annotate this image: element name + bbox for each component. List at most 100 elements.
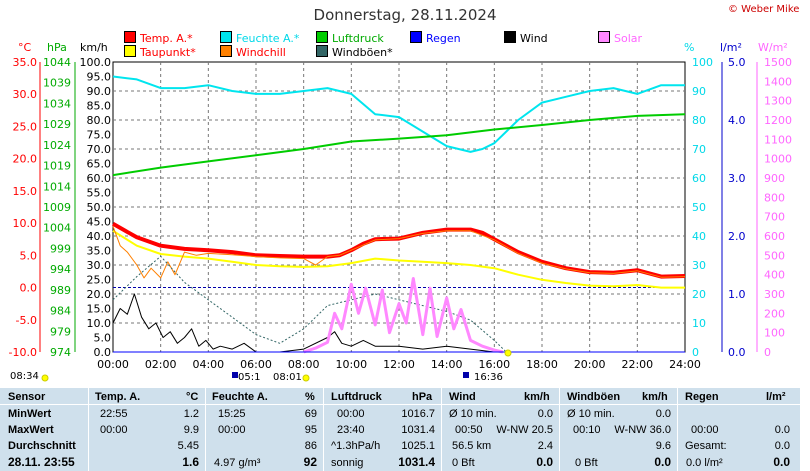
- solar-axis-tick: 500: [764, 249, 785, 262]
- legend-swatch: [220, 45, 232, 57]
- x-tick-label: 00:00: [97, 358, 129, 371]
- solar-axis-tick: 1400: [764, 75, 792, 88]
- legend-label: Luftdruck: [332, 32, 384, 45]
- wind-axis-tick: 35.0: [87, 245, 112, 258]
- header-humidity: Feuchte A.: [212, 391, 268, 403]
- chart-title: Donnerstag, 28.11.2024: [313, 6, 497, 24]
- x-tick-label: 16:00: [478, 358, 510, 371]
- solar-axis-tick: 0: [764, 346, 771, 359]
- temp-axis-tick: -10.0: [9, 346, 37, 359]
- pressure-axis-tick: 974: [50, 346, 71, 359]
- wind-axis-tick: 30.0: [87, 259, 112, 272]
- time-left-label: 08:34: [10, 371, 39, 382]
- sun-dot-icon: [504, 349, 512, 357]
- humidity-axis-tick: 70: [692, 143, 706, 156]
- series-line-feuchte-a: [112, 75, 685, 153]
- solar-axis-tick: 1100: [764, 133, 792, 146]
- legend-label: Regen: [426, 32, 461, 45]
- solar-axis-tick: 1300: [764, 95, 792, 108]
- legend-item: Feuchte A.*: [220, 31, 299, 45]
- header-wind-unit: km/h: [524, 391, 550, 403]
- avg-hum-value: 86: [304, 440, 317, 452]
- sun-dot-icon: [41, 374, 49, 382]
- legend-label: Taupunkt*: [140, 46, 196, 59]
- x-tick-label: 06:00: [240, 358, 272, 371]
- wind-axis-tick: 55.0: [87, 187, 112, 200]
- legend-swatch: [124, 31, 136, 43]
- series-line-taupunkt: [112, 229, 685, 289]
- pressure-axis-tick: 989: [50, 284, 71, 297]
- wind-axis-tick: 95.0: [87, 71, 112, 84]
- weather-chart: 00:00 02:00 04:00 06:00 08:00 10:00 12:00 14:00…: [8, 41, 792, 382]
- max-wind-desc: W-NW 20.5: [496, 424, 553, 436]
- solar-axis-tick: 1200: [764, 114, 792, 127]
- humidity-axis-tick: 20: [692, 288, 706, 301]
- wind-axis-tick: 85.0: [87, 100, 112, 113]
- legend-swatch: [504, 31, 516, 43]
- temp-axis-tick: 25.0: [13, 120, 38, 133]
- pressure-axis-tick: 1034: [43, 97, 71, 110]
- wind-axis-tick: 75.0: [87, 129, 112, 142]
- min-gust-desc: Ø 10 min.: [567, 408, 615, 420]
- avg-wind-distance: 56.5 km: [452, 440, 492, 452]
- humidity-axis-tick: 0: [692, 346, 699, 359]
- legend-item: Wind: [504, 31, 548, 45]
- x-tick-label: 10:00: [335, 358, 367, 371]
- header-sensor: Sensor: [8, 391, 46, 403]
- max-temp-value: 9.9: [183, 424, 199, 436]
- header-rain-unit: l/m²: [766, 391, 786, 403]
- wind-axis-tick: 50.0: [87, 201, 112, 214]
- max-rain-value: 0.0: [774, 424, 790, 436]
- temp-axis-tick: 30.0: [13, 88, 38, 101]
- pressure-axis-tick: 1024: [43, 139, 71, 152]
- pressure-axis-tick: 1014: [43, 180, 71, 193]
- header-temp-unit: °C: [186, 391, 199, 403]
- temp-axis-tick: 5.0: [20, 249, 38, 262]
- pressure-axis-tick: 979: [50, 325, 71, 338]
- pressure-unit-label: hPa: [47, 41, 67, 54]
- avg-gust-value: 9.6: [655, 440, 671, 452]
- current-press-value: 1031.4: [398, 455, 435, 469]
- solar-axis-tick: 600: [764, 230, 785, 243]
- max-rain-time: 00:00: [691, 424, 719, 436]
- max-hum-value: 95: [304, 424, 317, 436]
- temp-axis-tick: -5.0: [16, 314, 37, 327]
- wind-axis-tick: 5.0: [94, 332, 112, 345]
- max-gust-desc: W-NW 36.0: [614, 424, 671, 436]
- max-gust-time: 00:10: [573, 424, 601, 436]
- sunrise2-label: 08:01: [273, 372, 302, 383]
- solar-unit-label: W/m²: [758, 41, 788, 54]
- humidity-axis-tick: 100: [692, 56, 713, 69]
- x-tick-label: 24:00: [669, 358, 701, 371]
- x-tick-label: 02:00: [145, 358, 177, 371]
- sun-dot-icon: [302, 374, 310, 382]
- avg-rain-desc: Gesamt:: [685, 440, 727, 452]
- humidity-axis-tick: 40: [692, 230, 706, 243]
- humidity-axis-tick: 60: [692, 172, 706, 185]
- pressure-axis-tick: 1039: [43, 77, 71, 90]
- solar-axis-tick: 1500: [764, 56, 792, 69]
- min-wind-value: 0.0: [537, 408, 553, 420]
- series-line-solar: [303, 277, 504, 354]
- solar-axis-tick: 100: [764, 327, 785, 340]
- wind-axis-tick: 60.0: [87, 172, 112, 185]
- x-tick-label: 04:00: [192, 358, 224, 371]
- min-gust-value: 0.0: [655, 408, 671, 420]
- max-hum-time: 00:00: [218, 424, 246, 436]
- row-avg-label: Durchschnitt: [8, 440, 76, 452]
- min-hum-time: 15:25: [218, 408, 246, 420]
- legend-swatch: [124, 45, 136, 57]
- current-temp-value: 1.6: [182, 455, 199, 469]
- x-tick-label: 12:00: [383, 358, 415, 371]
- humidity-axis-tick: 80: [692, 114, 706, 127]
- legend-label: Feuchte A.*: [236, 32, 300, 45]
- max-temp-time: 00:00: [100, 424, 128, 436]
- pressure-axis-tick: 999: [50, 242, 71, 255]
- avg-rain-value: 0.0: [774, 440, 790, 452]
- legend-item: Solar: [598, 31, 642, 45]
- temp-axis-tick: 0.0: [20, 282, 38, 295]
- legend-item: Windböen*: [316, 45, 393, 59]
- rain-unit-label: l/m²: [720, 41, 742, 54]
- sunset-label: 16:36: [474, 372, 503, 383]
- header-humidity-unit: %: [305, 391, 315, 403]
